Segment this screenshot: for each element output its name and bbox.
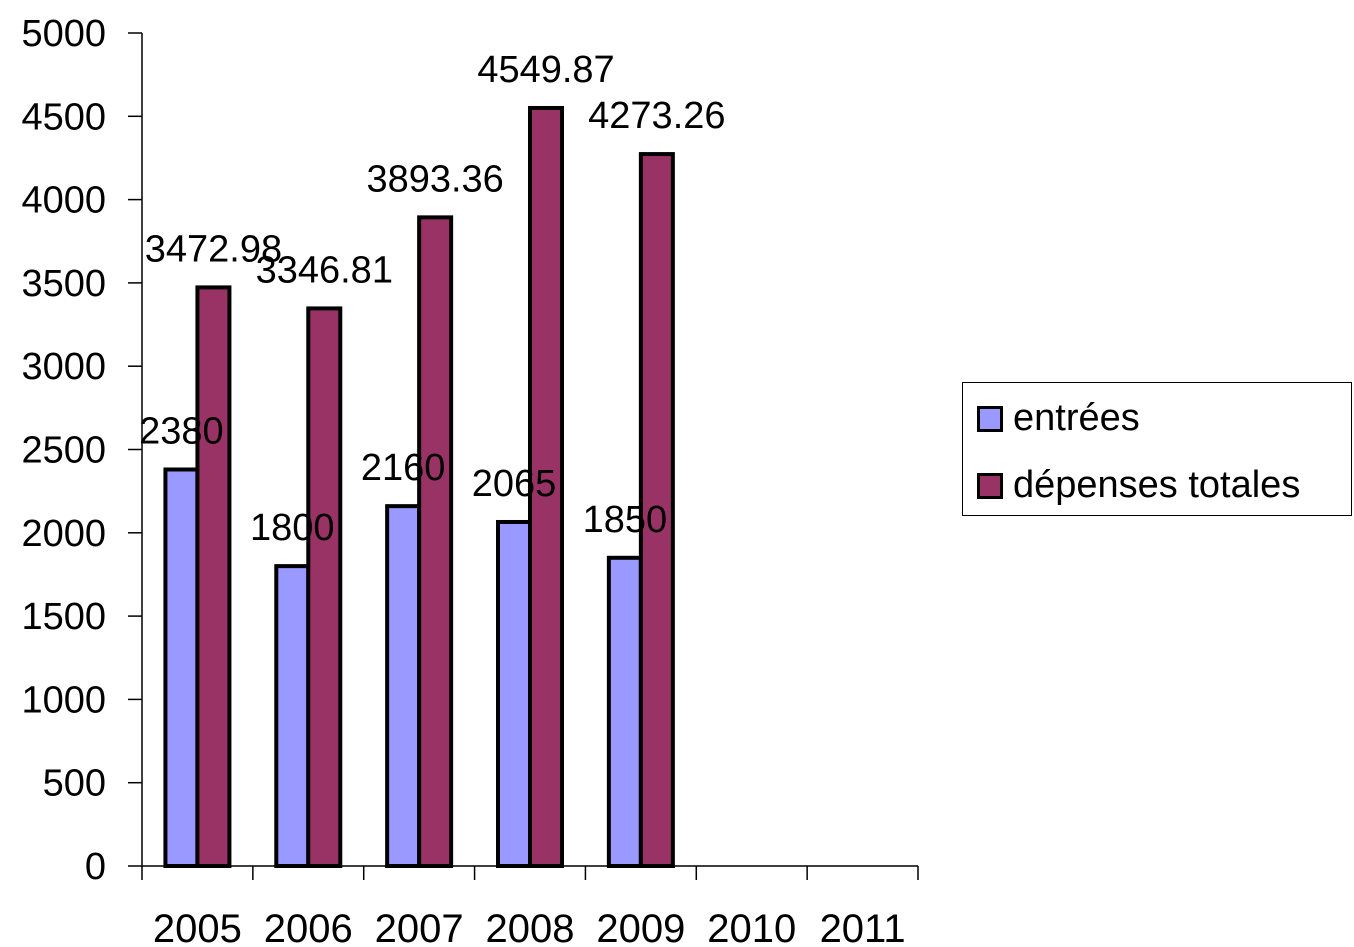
bar-entrees-2006 — [274, 564, 311, 868]
x-tick-label: 2007 — [375, 907, 464, 947]
legend-item-entrees: entrées — [977, 397, 1140, 440]
legend-swatch-depenses-totales — [977, 472, 1003, 499]
y-tick-label: 1500 — [21, 596, 106, 638]
legend-label-depenses-totales: dépenses totales — [1013, 464, 1301, 506]
data-label-depenses-totales-2006: 3346.81 — [256, 249, 393, 291]
x-tick-label: 2011 — [820, 907, 906, 947]
data-label-depenses-totales-2005: 3472.98 — [145, 228, 282, 270]
bar-depenses-totales-2007 — [417, 215, 454, 869]
x-tick-label: 2008 — [486, 907, 575, 947]
bar-entrees-2007 — [385, 504, 422, 868]
y-tick-label: 3500 — [21, 263, 106, 305]
data-label-entrees-2008: 2065 — [472, 463, 557, 505]
legend-swatch-entrees — [977, 405, 1003, 432]
y-tick-label: 0 — [85, 846, 106, 888]
legend: entrées dépenses totales — [962, 382, 1352, 516]
data-label-depenses-totales-2008: 4549.87 — [477, 49, 614, 91]
data-label-depenses-totales-2009: 4273.26 — [588, 95, 725, 137]
bar-entrees-2008 — [496, 519, 532, 868]
y-tick-label: 500 — [43, 763, 106, 805]
data-label-entrees-2006: 1800 — [250, 507, 335, 549]
data-label-depenses-totales-2007: 3893.36 — [366, 158, 503, 200]
y-tick-label: 4500 — [21, 96, 106, 138]
x-tick-label: 2005 — [153, 907, 242, 947]
legend-label-entrees: entrées — [1013, 397, 1140, 439]
bar-depenses-totales-2005 — [195, 285, 232, 868]
y-tick-label: 2000 — [21, 513, 106, 555]
y-tick-label: 4000 — [21, 180, 106, 222]
x-tick-label: 2009 — [596, 907, 685, 947]
bar-depenses-totales-2008 — [528, 105, 564, 869]
y-tick-label: 2500 — [21, 430, 106, 472]
bar-entrees-2005 — [163, 467, 200, 868]
bar-depenses-totales-2006 — [306, 306, 343, 868]
x-tick-label: 2006 — [264, 907, 353, 947]
y-tick-label: 5000 — [21, 13, 106, 55]
bar-depenses-totales-2009 — [638, 152, 675, 868]
data-label-entrees-2007: 2160 — [361, 447, 446, 489]
data-label-entrees-2005: 2380 — [139, 410, 224, 452]
bar-entrees-2009 — [606, 555, 643, 868]
x-tick-label: 2010 — [707, 907, 796, 947]
plot-area: 0 500 1000 1500 2000 2500 3000 3500 4000 4500 5000… — [21, 13, 919, 947]
y-tick-label: 1000 — [21, 679, 106, 721]
data-label-entrees-2009: 1850 — [583, 499, 668, 541]
y-tick-label: 3000 — [21, 346, 106, 388]
legend-item-depenses-totales: dépenses totales — [977, 464, 1300, 507]
